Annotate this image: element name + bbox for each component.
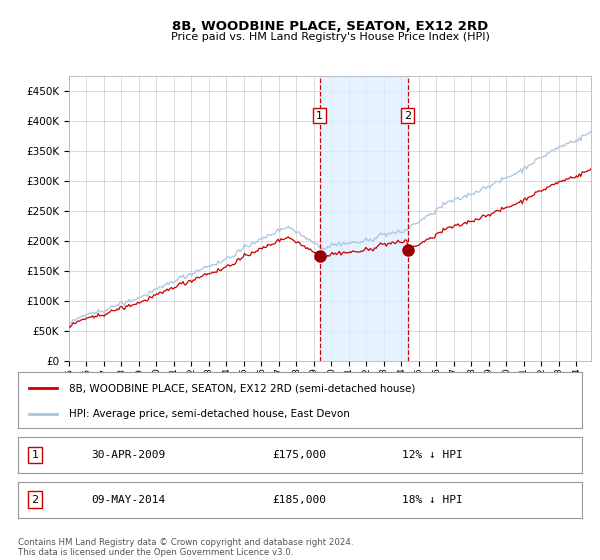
Text: 8B, WOODBINE PLACE, SEATON, EX12 2RD: 8B, WOODBINE PLACE, SEATON, EX12 2RD [172,20,488,32]
Bar [320,76,408,361]
Text: Price paid vs. HM Land Registry's House Price Index (HPI): Price paid vs. HM Land Registry's House … [170,32,490,43]
Text: 1: 1 [316,110,323,120]
Text: 12% ↓ HPI: 12% ↓ HPI [401,450,462,460]
Text: HPI: Average price, semi-detached house, East Devon: HPI: Average price, semi-detached house,… [69,409,350,419]
Text: 18% ↓ HPI: 18% ↓ HPI [401,495,462,505]
Text: £185,000: £185,000 [272,495,326,505]
Text: 8B, WOODBINE PLACE, SEATON, EX12 2RD (semi-detached house): 8B, WOODBINE PLACE, SEATON, EX12 2RD (se… [69,383,415,393]
Text: 2: 2 [404,110,412,120]
Text: £175,000: £175,000 [272,450,326,460]
Text: 09-MAY-2014: 09-MAY-2014 [91,495,166,505]
Text: 2: 2 [31,495,38,505]
Text: 1: 1 [31,450,38,460]
Text: Contains HM Land Registry data © Crown copyright and database right 2024.
This d: Contains HM Land Registry data © Crown c… [18,538,353,557]
Text: 30-APR-2009: 30-APR-2009 [91,450,166,460]
